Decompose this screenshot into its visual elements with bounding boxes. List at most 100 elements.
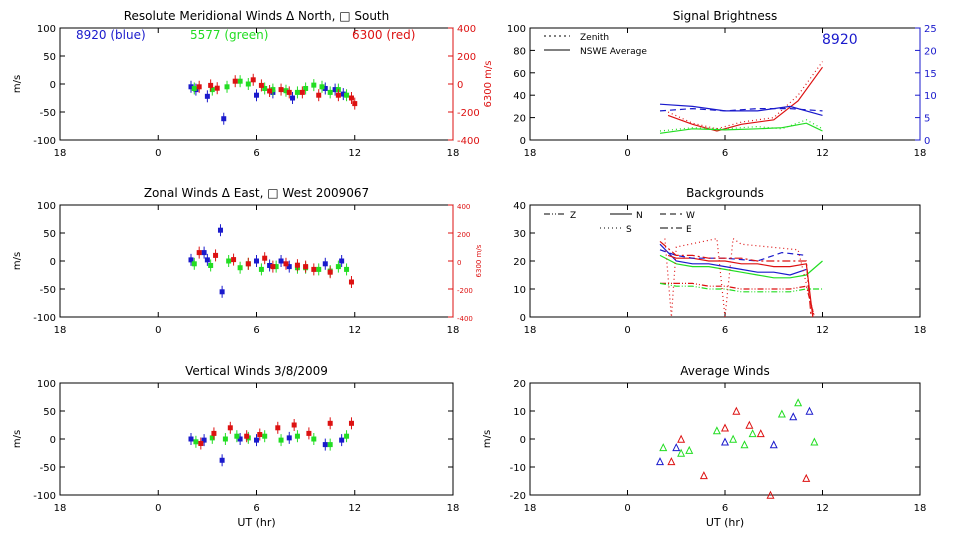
meridional-series-2-point <box>335 92 341 98</box>
zonal-series-2-point <box>294 262 300 268</box>
zonal-series-0-point <box>339 258 345 264</box>
meridional-x-tick-label: 18 <box>447 148 460 159</box>
vertical-series-2-point <box>327 420 333 426</box>
average-series-2-point <box>699 471 708 480</box>
average-series-1-point <box>740 440 749 449</box>
brightness-y-tick-label: 60 <box>513 69 526 80</box>
brightness-y2-tick-label: 25 <box>924 24 937 35</box>
zonal-series-2-point <box>303 264 309 270</box>
vertical-series-2-point <box>211 430 217 436</box>
vertical-series-1-point <box>294 433 300 439</box>
brightness-y2-tick-label: 5 <box>924 114 930 125</box>
vertical-x-tick-label: 12 <box>348 503 361 514</box>
vertical-y-tick-label: 0 <box>50 435 56 446</box>
zonal-series-1-point <box>344 266 350 272</box>
backgrounds-legend-label: E <box>686 225 692 235</box>
brightness-x-tick-label: 18 <box>524 148 537 159</box>
backgrounds-x-tick-label: 12 <box>816 325 829 336</box>
brightness-plot-frame <box>529 27 921 141</box>
average-series-1-point <box>659 443 668 452</box>
average-series-2-point <box>766 490 775 499</box>
meridional-series-1-point <box>319 84 325 90</box>
meridional-y-tick-label: 0 <box>50 80 56 91</box>
vertical-series-1-point <box>327 442 333 448</box>
vertical-series-2-point <box>348 420 354 426</box>
zonal-series-0-point <box>204 257 210 263</box>
average-y-tick-label: 10 <box>513 407 526 418</box>
meridional-series-1-point <box>224 84 230 90</box>
zonal-series-1-point <box>237 265 243 271</box>
average-x-axis-label: UT (hr) <box>706 516 744 529</box>
zonal-x-tick-label: 18 <box>54 325 67 336</box>
brightness-series-2-line <box>659 119 823 132</box>
meridional-series-1-point <box>237 78 243 84</box>
meridional-series-1-point <box>294 89 300 95</box>
meridional-series-0-point <box>221 116 227 122</box>
meridional-series-0-point <box>290 95 296 101</box>
backgrounds-series-7-line <box>659 240 812 318</box>
average-series-2-point <box>745 420 754 429</box>
average-series-1-point <box>810 437 819 446</box>
backgrounds-x-tick-label: 18 <box>914 325 927 336</box>
zonal-x-tick-label: 0 <box>155 325 161 336</box>
backgrounds-legend-label: W <box>686 211 695 221</box>
zonal-series-2-point <box>348 279 354 285</box>
brightness-series-4-line <box>659 107 823 112</box>
zonal-x-tick-label: 12 <box>348 325 361 336</box>
vertical-y-tick-label: -50 <box>40 463 56 474</box>
zonal-y-tick-label: -50 <box>40 285 56 296</box>
backgrounds-title: Backgrounds <box>686 186 764 200</box>
zonal-series-0-point <box>201 250 207 256</box>
meridional-series-1-point <box>209 87 215 93</box>
average-series-0-point <box>720 437 730 446</box>
vertical-series-2-point <box>244 433 250 439</box>
zonal-y2-tick-label: 200 <box>457 231 470 239</box>
backgrounds-y-tick-label: 40 <box>513 201 526 212</box>
meridional-series-1-point <box>303 85 309 91</box>
vertical-series-1-point <box>193 439 199 445</box>
vertical-series-0-point <box>322 442 328 448</box>
meridional-x-tick-label: 18 <box>54 148 67 159</box>
average-series-2-point <box>720 423 730 432</box>
backgrounds-series-4-line <box>660 282 815 318</box>
backgrounds-series-1-line <box>659 243 807 276</box>
zonal-series-0-point <box>188 257 194 263</box>
meridional-series-2-point <box>196 84 202 90</box>
zonal-series-0-point <box>286 264 292 270</box>
zonal-y-tick-label: 0 <box>50 257 56 268</box>
meridional-y-tick-label: 100 <box>37 24 56 35</box>
zonal-series-0-point <box>278 258 284 264</box>
meridional-series-0-point <box>254 92 259 98</box>
meridional-y-tick-label: -50 <box>40 108 56 119</box>
average-y-tick-label: 0 <box>520 435 526 446</box>
vertical-x-tick-label: 18 <box>54 503 67 514</box>
average-series-1-point <box>777 409 786 418</box>
meridional-series-0-point <box>332 87 338 93</box>
meridional-series-2-point <box>352 101 358 107</box>
brightness-title: Signal Brightness <box>673 9 778 23</box>
meridional-series-2-point <box>316 92 322 98</box>
zonal-series-1-point <box>208 262 214 268</box>
vertical-series-1-point <box>222 436 228 442</box>
zonal-y-tick-label: -100 <box>33 313 56 324</box>
meridional-series-2-point <box>267 88 273 94</box>
zonal-series-0-point <box>267 262 273 268</box>
vertical-series-2-point <box>275 425 281 431</box>
backgrounds-series-5-line <box>659 282 823 293</box>
brightness-series-0-line <box>667 61 823 130</box>
average-series-2-point <box>677 434 686 443</box>
zonal-series-0-point <box>322 261 328 267</box>
average-x-tick-label: 0 <box>624 503 630 514</box>
brightness-y2-tick-label: 15 <box>924 69 937 80</box>
zonal-series-1-point <box>273 264 279 270</box>
vertical-series-1-point <box>311 436 317 442</box>
meridional-series-2-point <box>214 85 220 91</box>
vertical-series-0-point <box>188 436 194 442</box>
vertical-series-2-point <box>227 425 233 431</box>
zonal-series-2-point <box>262 255 268 261</box>
zonal-series-2-point <box>270 264 276 270</box>
brightness-annotation: 8920 <box>822 32 858 48</box>
backgrounds-series-2-line <box>667 254 814 318</box>
brightness-y-tick-label: 40 <box>513 91 526 102</box>
zonal-title: Zonal Winds Δ East, □ West 2009067 <box>144 186 369 200</box>
